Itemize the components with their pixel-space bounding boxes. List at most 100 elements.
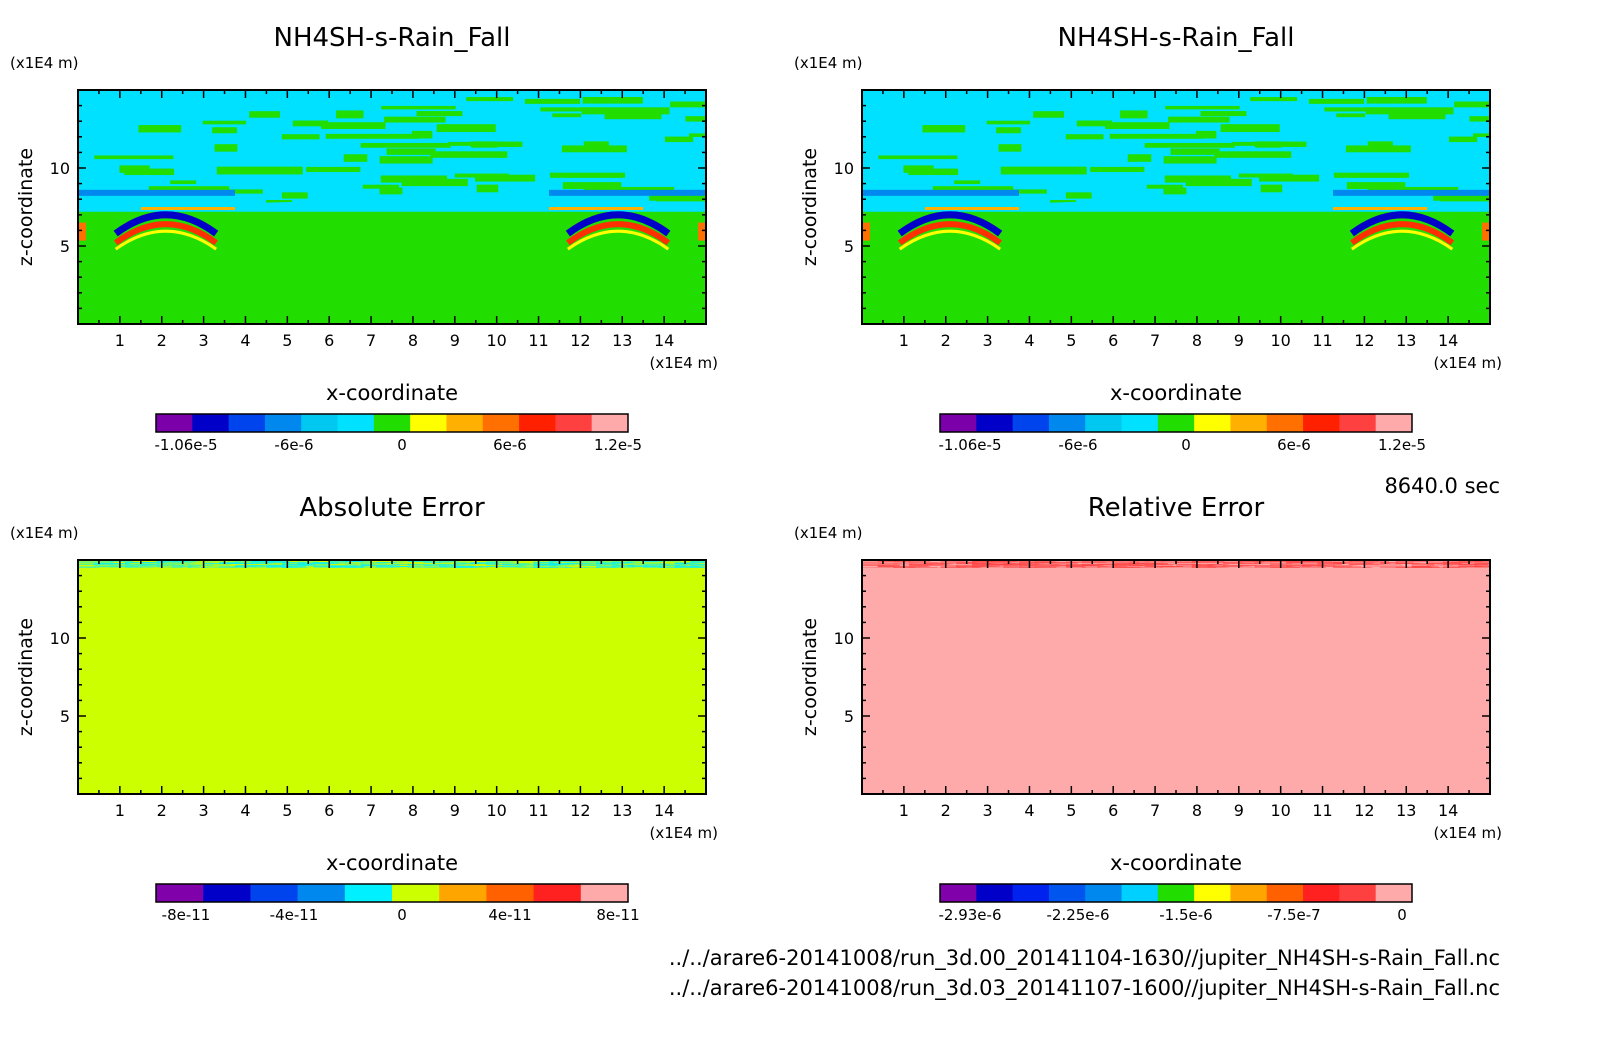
colorbar-swatch xyxy=(1157,884,1195,902)
colorbar-label: 6e-6 xyxy=(493,436,527,454)
colorbar-swatch xyxy=(203,884,251,902)
field-streak xyxy=(124,168,175,176)
panel-1: 1 2 3 4 5 6 7 8 9 10 11 12 13 14510NH4SH-s-Rain_Fall(… xyxy=(10,23,718,454)
plot-area xyxy=(862,560,1490,794)
field-streak xyxy=(1232,141,1268,146)
x-tick-label: 3 xyxy=(983,801,993,820)
field-streak xyxy=(670,101,706,108)
y-axis-label: z-coordinate xyxy=(15,618,37,736)
field-streak xyxy=(1168,116,1230,123)
colorbar-frame xyxy=(939,883,1413,903)
colorbar-label: 0 xyxy=(1397,906,1407,924)
field-streak xyxy=(581,107,670,115)
chart-title: NH4SH-s-Rain_Fall xyxy=(1058,23,1295,53)
x-tick-label: 13 xyxy=(612,331,632,350)
field-streak xyxy=(1214,151,1292,158)
field-streak xyxy=(386,148,436,155)
colorbar-swatch xyxy=(1339,884,1377,902)
x-tick-label: 6 xyxy=(324,801,334,820)
field-streak xyxy=(1065,192,1092,199)
colorbar-swatch xyxy=(297,884,346,902)
x-tick-label: 4 xyxy=(240,801,250,820)
field-streak xyxy=(1440,193,1490,202)
colorbar-swatch xyxy=(1266,414,1304,432)
x-tick-label: 8 xyxy=(408,331,418,350)
field-streak xyxy=(996,127,1021,134)
field-streak xyxy=(583,141,609,148)
field-streak xyxy=(416,111,463,117)
field-streak xyxy=(561,145,627,153)
field-streak xyxy=(540,107,605,112)
colorbar-swatch xyxy=(264,414,302,432)
plot-area xyxy=(862,90,1490,324)
colorbar-swatch xyxy=(410,414,447,432)
panel-2: 1 2 3 4 5 6 7 8 9 10 11 12 13 14510NH4SH-s-Rain_Fall(… xyxy=(794,23,1502,454)
field-streak xyxy=(292,120,329,127)
field-streak xyxy=(476,184,499,193)
colorbar-label: -2.25e-6 xyxy=(1047,906,1110,924)
colorbar-swatch xyxy=(373,414,411,432)
colorbar-swatch xyxy=(1121,884,1159,902)
field-streak xyxy=(932,186,1014,191)
field-streak xyxy=(249,111,280,118)
field-streak xyxy=(1255,141,1282,148)
colorbar-swatch xyxy=(156,884,204,902)
x-unit-label: (x1E4 m) xyxy=(649,354,718,372)
field-streak xyxy=(281,192,308,199)
x-tick-label: 12 xyxy=(570,801,590,820)
y-axis-label: z-coordinate xyxy=(15,148,37,266)
field-streak xyxy=(1388,111,1446,120)
arc-yellow xyxy=(898,229,1002,251)
x-tick-label: 1 xyxy=(115,801,125,820)
rel-low xyxy=(862,700,1490,794)
x-tick-label: 2 xyxy=(941,331,951,350)
field-streak xyxy=(336,110,364,119)
field-streak xyxy=(1127,154,1152,162)
field-streak xyxy=(1260,184,1283,193)
y-tick-label: 10 xyxy=(834,159,854,178)
x-tick-label: 11 xyxy=(528,801,548,820)
colorbar-swatch xyxy=(1339,414,1377,432)
field-streak xyxy=(360,142,451,148)
field-streak xyxy=(1367,141,1393,148)
colorbar-label: 1.2e-5 xyxy=(594,436,642,454)
field-streak xyxy=(1000,166,1087,175)
field-streak xyxy=(379,156,433,164)
colorbar-swatch xyxy=(250,884,299,902)
field-streak xyxy=(1165,105,1240,110)
field-streak xyxy=(471,141,498,148)
line-left xyxy=(924,207,1019,210)
colorbar-swatch xyxy=(940,414,977,432)
field-streak xyxy=(1105,122,1170,129)
x-tick-label: 1 xyxy=(899,801,909,820)
field-streak xyxy=(1163,187,1187,195)
colorbar-swatch xyxy=(192,414,230,432)
colorbar-swatch xyxy=(1085,414,1123,432)
field-streak xyxy=(454,173,509,178)
colorbar-label: -4e-11 xyxy=(270,906,319,924)
colorbar-swatch xyxy=(156,414,193,432)
x-axis-label: x-coordinate xyxy=(326,381,458,405)
colorbar-swatch xyxy=(976,884,1014,902)
field-streak xyxy=(343,154,368,162)
field-streak xyxy=(656,193,706,202)
colorbar-label: 0 xyxy=(1181,436,1191,454)
colorbar-label: -1.5e-6 xyxy=(1159,906,1212,924)
line-right xyxy=(1333,207,1428,210)
x-tick-label: 13 xyxy=(612,801,632,820)
field-streak xyxy=(1220,124,1280,133)
field-streak xyxy=(381,105,456,110)
x-axis-label: x-coordinate xyxy=(326,851,458,875)
field-streak xyxy=(411,130,433,139)
y-tick-label: 10 xyxy=(50,629,70,648)
chart-title: NH4SH-s-Rain_Fall xyxy=(274,23,511,53)
field-streak xyxy=(1163,156,1217,164)
field-streak xyxy=(1164,175,1232,183)
field-streak xyxy=(306,166,361,173)
field-streak xyxy=(878,155,958,160)
colorbar-label: 0 xyxy=(397,436,407,454)
colorbar-swatch xyxy=(580,884,629,902)
colorbar-swatch xyxy=(1194,414,1231,432)
